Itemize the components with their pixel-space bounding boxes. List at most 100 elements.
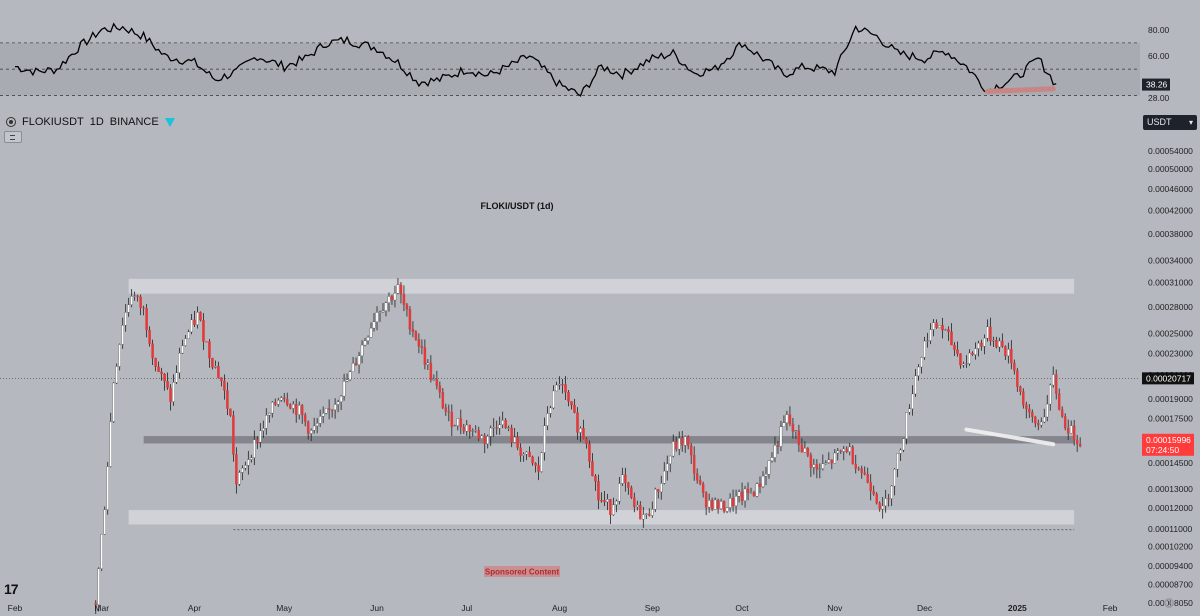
candle-up: [824, 462, 828, 464]
candle-down: [561, 384, 564, 386]
candle-up: [97, 568, 100, 605]
candle-down: [1063, 416, 1067, 429]
candle-up: [513, 436, 516, 443]
candle-down: [815, 464, 819, 470]
candle-down: [689, 445, 693, 456]
candle-up: [612, 504, 615, 516]
candle-up: [944, 329, 947, 331]
gear-icon[interactable]: [1164, 598, 1174, 608]
candle-up: [884, 498, 887, 507]
candle-up: [363, 340, 367, 346]
time-tick-label: Feb: [8, 603, 23, 613]
candle-up: [1069, 425, 1073, 434]
candle-up: [100, 533, 103, 569]
candle-down: [731, 498, 735, 507]
candle-down: [303, 414, 307, 422]
candle-down: [1013, 362, 1016, 371]
candle-up: [728, 498, 732, 508]
price-tick-label: 0.00034000: [1148, 256, 1193, 266]
candle-up: [615, 500, 618, 505]
candle-up: [474, 430, 477, 432]
candle-up: [965, 363, 968, 365]
currency-select[interactable]: USDT ▾: [1143, 115, 1197, 130]
rsi-pane: [0, 22, 1140, 97]
candle-down: [423, 347, 427, 365]
candle-up: [393, 293, 397, 301]
candle-up: [767, 460, 771, 475]
candle-up: [396, 284, 400, 294]
candle-up: [785, 414, 789, 423]
candle-up: [360, 344, 364, 357]
time-tick-label: May: [276, 603, 293, 613]
currency-select-value: USDT: [1147, 117, 1172, 127]
time-tick-label: Mar: [94, 603, 109, 613]
sponsored-label-bg: [484, 566, 560, 577]
candle-up: [492, 427, 495, 429]
candle-up: [277, 400, 280, 405]
candle-up: [375, 312, 379, 322]
candle-down: [495, 427, 498, 429]
candle-up: [968, 352, 971, 364]
price-tick-label: 0.00013000: [1148, 484, 1193, 494]
candle-down: [285, 398, 289, 405]
candle-down: [157, 366, 160, 373]
candle-down: [408, 309, 412, 330]
candle-up: [908, 408, 911, 413]
candle-up: [579, 428, 582, 433]
candle-down: [274, 401, 277, 405]
candle-down: [633, 497, 636, 508]
candle-down: [791, 423, 795, 432]
price-tick-label: 0.00009400: [1148, 561, 1193, 571]
candle-up: [938, 325, 941, 328]
candle-down: [483, 435, 486, 445]
candle-up: [543, 425, 546, 453]
candle-down: [516, 436, 519, 448]
price-line-label: 0.00020717: [1146, 373, 1191, 383]
candle-up: [369, 327, 373, 338]
candle-down: [710, 500, 714, 510]
candle-up: [432, 379, 436, 381]
current-price-label: 0.00015996: [1146, 435, 1191, 445]
candle-down: [154, 357, 157, 367]
rsi-tick-label: 28.00: [1148, 93, 1170, 103]
candle-down: [235, 454, 238, 485]
candle-up: [280, 397, 283, 401]
candle-down: [163, 373, 166, 382]
candle-down: [1060, 409, 1064, 417]
candle-down: [591, 461, 594, 477]
candle-down: [600, 500, 603, 502]
candle-up: [381, 310, 385, 313]
candle-up: [525, 451, 528, 455]
sponsored-label: Sponsored Content: [485, 568, 560, 577]
rsi-trendline: [984, 86, 1056, 94]
candle-up: [501, 420, 504, 425]
symbol-legend[interactable]: FLOKIUSDT 1D BINANCE: [6, 116, 175, 128]
candle-down: [1028, 408, 1031, 413]
candle-down: [956, 349, 959, 354]
candle-down: [510, 427, 513, 443]
candle-up: [1040, 421, 1043, 426]
price-tick-label: 0.00017500: [1148, 413, 1193, 423]
candle-up: [920, 357, 923, 368]
candle-down: [429, 362, 433, 380]
candle-up: [905, 412, 908, 439]
candle-down: [294, 403, 298, 415]
candle-down: [232, 415, 235, 455]
candle-up: [977, 342, 980, 349]
collapse-legend-button[interactable]: [4, 131, 22, 143]
time-tick-label: Nov: [827, 603, 843, 613]
candle-down: [701, 483, 705, 493]
candle-down: [477, 430, 480, 439]
candle-up: [471, 430, 475, 432]
candle-down: [752, 492, 756, 497]
candle-down: [145, 308, 148, 331]
candle-up: [812, 464, 816, 468]
candle-up: [986, 326, 989, 339]
candle-down: [444, 407, 448, 412]
candle-up: [998, 340, 1001, 348]
candle-up: [606, 499, 609, 503]
price-tick-label: 0.00031000: [1148, 278, 1193, 288]
candle-up: [348, 371, 352, 381]
candle-down: [746, 488, 750, 494]
